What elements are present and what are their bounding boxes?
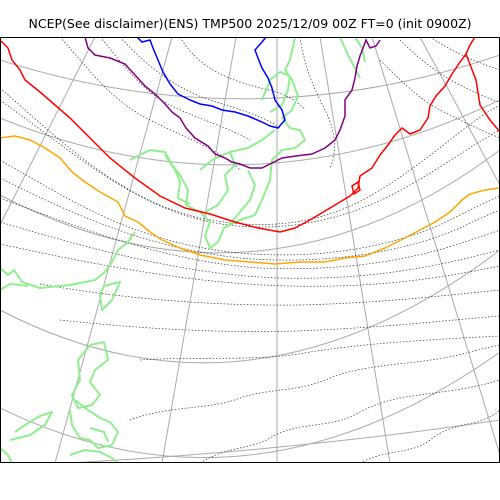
contour-line — [379, 59, 500, 139]
isotherms — [0, 37, 500, 265]
red-isotherm — [0, 37, 476, 233]
longitude-line — [161, 37, 237, 463]
coastlines — [0, 37, 366, 463]
coastline — [99, 281, 121, 311]
contour-line — [0, 243, 500, 287]
contour-line — [0, 99, 500, 228]
contour-line — [59, 315, 500, 332]
coastline — [339, 37, 361, 79]
longitude-line — [0, 37, 96, 226]
map-plot — [0, 37, 500, 463]
coastline — [9, 411, 53, 441]
contour-line — [399, 39, 500, 103]
coastline — [354, 37, 366, 63]
purple-isotherm — [84, 37, 381, 169]
contour-line — [59, 37, 241, 171]
map-title: NCEP(See disclaimer)(ENS) TMP500 2025/12… — [28, 16, 472, 31]
coastline — [69, 449, 119, 463]
contour-line — [359, 409, 500, 463]
coastline — [0, 231, 136, 289]
latitude-line — [0, 54, 500, 100]
graticule-latitudes — [0, 54, 500, 463]
red-isotherm — [465, 53, 500, 133]
blue-isotherm — [136, 37, 286, 129]
coastline — [0, 447, 13, 463]
orange-isotherm — [0, 135, 500, 265]
contour-line — [429, 37, 500, 71]
contour-line — [179, 37, 306, 111]
contour-line — [129, 344, 500, 421]
coastline — [89, 427, 109, 443]
coastline — [0, 283, 29, 291]
contour-line — [99, 37, 251, 141]
contour-line — [39, 283, 500, 306]
red-isotherm — [351, 180, 361, 196]
latitude-line — [0, 351, 500, 459]
longitude-line — [319, 37, 391, 463]
temperature-contours — [0, 37, 500, 463]
contour-line — [0, 159, 500, 256]
latitude-line — [69, 419, 500, 463]
contour-line — [139, 335, 500, 361]
map-frame — [0, 37, 500, 463]
contour-line — [0, 87, 500, 225]
contour-line — [199, 379, 500, 463]
coastline — [69, 397, 119, 449]
coastline — [71, 341, 109, 409]
contour-line — [299, 37, 335, 169]
contour-line — [0, 221, 500, 279]
coastline — [227, 169, 256, 227]
coastline — [164, 154, 191, 205]
coastline — [129, 37, 306, 249]
contour-line — [0, 177, 500, 261]
longitude-line — [419, 37, 500, 186]
coastline — [199, 129, 276, 171]
latitude-line — [0, 249, 500, 364]
latitude-line — [0, 149, 500, 254]
latitude-line — [0, 99, 500, 166]
contour-line — [119, 37, 281, 129]
coastline — [261, 71, 291, 113]
